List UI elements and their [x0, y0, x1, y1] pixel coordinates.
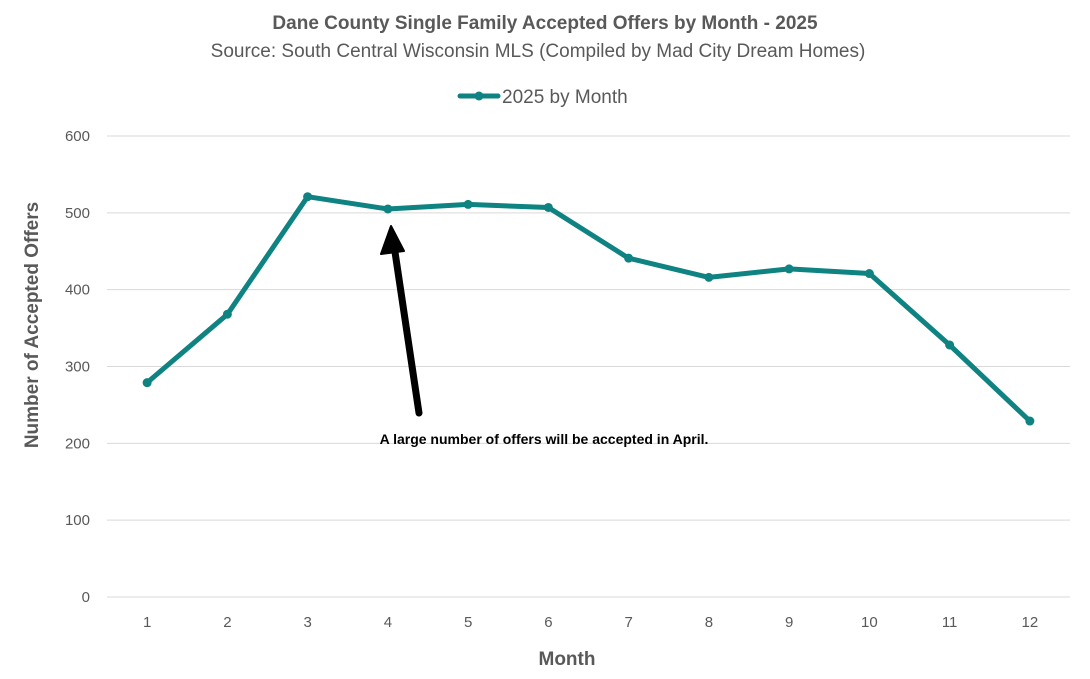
data-point-month-12 — [1025, 416, 1035, 426]
x-tick-label: 6 — [544, 614, 552, 631]
y-tick-label: 100 — [65, 512, 90, 529]
data-point-month-1 — [142, 378, 152, 388]
x-tick-label: 9 — [785, 614, 793, 631]
x-tick-label: 1 — [143, 614, 151, 631]
y-tick-label: 0 — [82, 589, 90, 606]
x-tick-label: 4 — [384, 614, 392, 631]
y-axis-title: Number of Accepted Offers — [22, 202, 43, 448]
series-line — [144, 194, 1033, 424]
annotation-text: A large number of offers will be accepte… — [380, 431, 709, 447]
x-tick-label: 3 — [303, 614, 311, 631]
x-tick-label: 10 — [861, 614, 878, 631]
x-tick-labels: 1 2 3 4 5 6 7 8 9 10 11 12 — [143, 614, 1038, 631]
x-axis-title: Month — [539, 649, 596, 670]
x-tick-label: 12 — [1022, 614, 1039, 631]
data-point-month-5 — [463, 199, 473, 209]
x-tick-label: 11 — [942, 614, 958, 631]
annotation-arrow-shaft — [391, 248, 423, 417]
x-tick-label: 2 — [223, 614, 231, 631]
annotation: A large number of offers will be accepte… — [380, 225, 709, 447]
x-tick-label: 8 — [705, 614, 713, 631]
chart-title: Dane County Single Family Accepted Offer… — [272, 13, 818, 34]
x-tick-label: 5 — [464, 614, 472, 631]
data-point-month-11 — [945, 340, 955, 350]
legend: 2025 by Month — [457, 87, 628, 108]
y-tick-label: 200 — [65, 435, 90, 452]
y-tick-label: 500 — [65, 205, 90, 222]
legend-label: 2025 by Month — [502, 87, 628, 108]
series-2025-by-month — [142, 192, 1035, 426]
data-point-month-6 — [543, 202, 553, 212]
x-tick-label: 7 — [624, 614, 632, 631]
gridlines — [107, 135, 1070, 598]
data-point-month-10 — [864, 269, 874, 279]
y-tick-label: 300 — [65, 359, 90, 376]
y-tick-label: 400 — [65, 282, 90, 299]
data-point-month-3 — [303, 192, 313, 202]
data-point-month-8 — [704, 272, 714, 282]
y-tick-labels: 0 100 200 300 400 500 600 — [65, 128, 90, 606]
legend-marker — [474, 91, 484, 101]
arrow-icon — [380, 225, 405, 255]
data-point-month-9 — [784, 264, 794, 274]
chart-subtitle: Source: South Central Wisconsin MLS (Com… — [211, 41, 866, 62]
y-tick-label: 600 — [65, 128, 90, 145]
data-point-month-2 — [222, 309, 232, 319]
data-point-month-4 — [383, 204, 393, 214]
data-point-month-7 — [624, 253, 634, 263]
